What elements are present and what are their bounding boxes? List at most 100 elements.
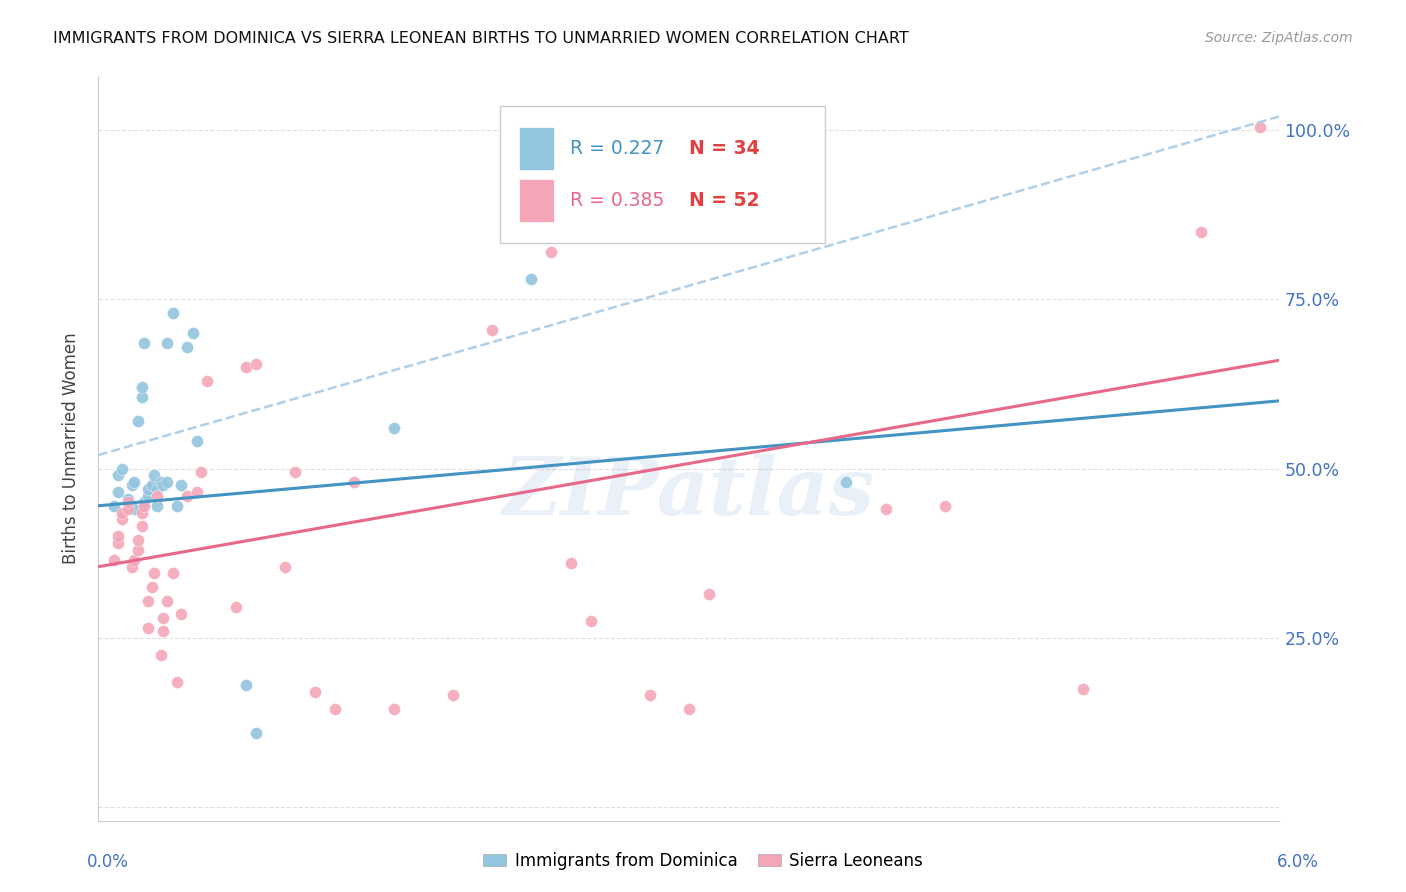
Text: N = 52: N = 52 xyxy=(689,191,759,211)
Point xyxy=(107,529,129,543)
Point xyxy=(835,475,858,489)
Point xyxy=(638,689,661,703)
Point xyxy=(111,506,134,520)
Point xyxy=(117,495,139,509)
Point xyxy=(156,593,179,607)
Point xyxy=(141,478,163,492)
Point xyxy=(540,244,562,259)
Point xyxy=(152,624,174,638)
Point xyxy=(132,336,155,351)
Point xyxy=(166,674,188,689)
Point xyxy=(481,323,503,337)
Point xyxy=(131,519,153,533)
FancyBboxPatch shape xyxy=(501,105,825,244)
Point xyxy=(304,685,326,699)
Text: 6.0%: 6.0% xyxy=(1277,853,1319,871)
Y-axis label: Births to Unmarried Women: Births to Unmarried Women xyxy=(62,333,80,564)
Point xyxy=(136,621,159,635)
Text: R = 0.227: R = 0.227 xyxy=(569,139,664,158)
Point xyxy=(107,485,129,500)
Point xyxy=(186,434,208,449)
Text: IMMIGRANTS FROM DOMINICA VS SIERRA LEONEAN BIRTHS TO UNMARRIED WOMEN CORRELATION: IMMIGRANTS FROM DOMINICA VS SIERRA LEONE… xyxy=(53,31,910,46)
Point xyxy=(107,468,129,483)
Point xyxy=(245,725,267,739)
Text: N = 34: N = 34 xyxy=(689,139,759,158)
Point xyxy=(678,702,700,716)
Point xyxy=(152,610,174,624)
Point xyxy=(152,478,174,492)
Point xyxy=(150,475,173,489)
Point xyxy=(579,614,602,628)
Point xyxy=(117,502,139,516)
Point xyxy=(1249,120,1271,134)
Text: Source: ZipAtlas.com: Source: ZipAtlas.com xyxy=(1205,31,1353,45)
Point xyxy=(560,557,582,571)
Point xyxy=(181,326,204,340)
Point xyxy=(190,465,212,479)
Text: R = 0.385: R = 0.385 xyxy=(569,191,664,211)
Point xyxy=(162,306,184,320)
Point xyxy=(103,553,125,567)
Point xyxy=(103,499,125,513)
Point xyxy=(132,499,155,513)
Point xyxy=(141,580,163,594)
Point xyxy=(111,461,134,475)
Point xyxy=(195,374,218,388)
Point xyxy=(245,357,267,371)
Point xyxy=(122,553,145,567)
Point xyxy=(136,482,159,496)
FancyBboxPatch shape xyxy=(519,179,554,222)
Point xyxy=(111,512,134,526)
Point xyxy=(136,593,159,607)
Point xyxy=(117,491,139,506)
Point xyxy=(382,421,405,435)
Point xyxy=(176,489,198,503)
Point xyxy=(142,468,165,483)
Point xyxy=(1189,225,1212,239)
Point xyxy=(274,559,297,574)
Point xyxy=(131,380,153,394)
Point xyxy=(156,475,179,489)
Point xyxy=(121,559,143,574)
Point xyxy=(131,391,153,405)
Legend: Immigrants from Dominica, Sierra Leoneans: Immigrants from Dominica, Sierra Leonean… xyxy=(477,846,929,877)
Text: ZIPatlas: ZIPatlas xyxy=(503,454,875,532)
Point xyxy=(127,542,149,557)
Point xyxy=(121,478,143,492)
Point xyxy=(166,499,188,513)
Point xyxy=(142,566,165,581)
Point xyxy=(323,702,346,716)
Point xyxy=(107,536,129,550)
Point xyxy=(127,414,149,428)
Point xyxy=(343,475,366,489)
Point xyxy=(127,533,149,547)
Point xyxy=(162,566,184,581)
Point xyxy=(1071,681,1094,696)
Point xyxy=(934,499,956,513)
Point xyxy=(146,482,169,496)
Point xyxy=(146,499,169,513)
Point xyxy=(122,475,145,489)
Point xyxy=(235,678,257,692)
Point xyxy=(284,465,307,479)
Point xyxy=(146,489,169,503)
Point xyxy=(225,600,247,615)
Point xyxy=(122,502,145,516)
Text: 0.0%: 0.0% xyxy=(87,853,129,871)
Point xyxy=(170,607,193,621)
Point xyxy=(136,489,159,503)
Point xyxy=(697,587,720,601)
Point xyxy=(441,689,464,703)
Point xyxy=(235,359,257,374)
Point xyxy=(520,272,543,286)
Point xyxy=(875,502,897,516)
Point xyxy=(156,336,179,351)
FancyBboxPatch shape xyxy=(519,128,554,169)
Point xyxy=(131,506,153,520)
Point xyxy=(150,648,173,662)
Point xyxy=(176,340,198,354)
Point xyxy=(186,485,208,500)
Point xyxy=(132,495,155,509)
Point xyxy=(170,478,193,492)
Point xyxy=(382,702,405,716)
